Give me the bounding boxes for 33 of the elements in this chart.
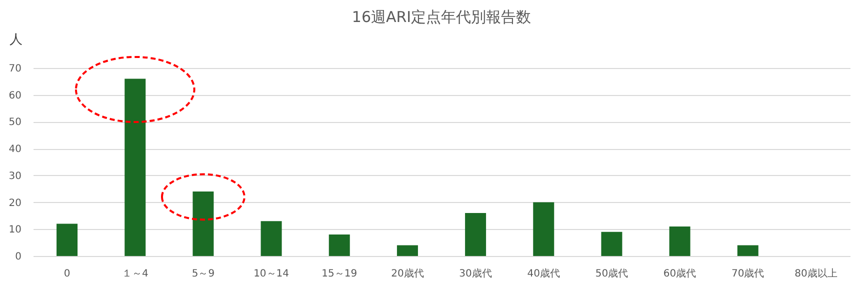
bar <box>601 232 622 256</box>
x-tick-label: 20歳代 <box>391 268 424 280</box>
y-tick-label: 70 <box>8 64 22 74</box>
y-tick-label: 10 <box>8 224 22 236</box>
bar <box>56 224 78 256</box>
chart-title: 16週ARI定点年代別報告数 <box>352 8 532 26</box>
y-tick-label: 40 <box>8 144 22 156</box>
x-tick-label: 60歳代 <box>663 268 696 280</box>
bar <box>737 245 758 256</box>
bar <box>396 245 418 256</box>
y-tick-label: 50 <box>8 117 22 128</box>
bar <box>328 234 350 256</box>
y-tick-label: 60 <box>8 90 22 102</box>
x-tick-label: 15～19 <box>322 268 358 280</box>
x-tick-label: 50歳代 <box>595 268 628 280</box>
y-axis-title: 人 <box>10 32 22 48</box>
x-tick-label: 10～14 <box>254 268 290 280</box>
x-tick-label: 40歳代 <box>527 268 560 280</box>
bar <box>192 192 214 256</box>
y-tick-label: 30 <box>8 170 22 182</box>
bar <box>124 78 146 256</box>
bar <box>533 202 554 256</box>
x-tick-label: 80歳以上 <box>794 268 838 280</box>
x-tick-label: 0 <box>64 268 70 280</box>
x-tick-label: 70歳代 <box>732 268 764 280</box>
y-tick-label: 20 <box>8 198 22 209</box>
y-tick-label: 0 <box>15 252 22 262</box>
x-tick-label: 30歳代 <box>459 268 492 280</box>
bar <box>260 221 282 256</box>
bar <box>669 226 690 256</box>
x-tick-label: 5～9 <box>192 268 215 280</box>
x-tick-label: １～4 <box>122 268 148 280</box>
bar <box>465 213 486 256</box>
